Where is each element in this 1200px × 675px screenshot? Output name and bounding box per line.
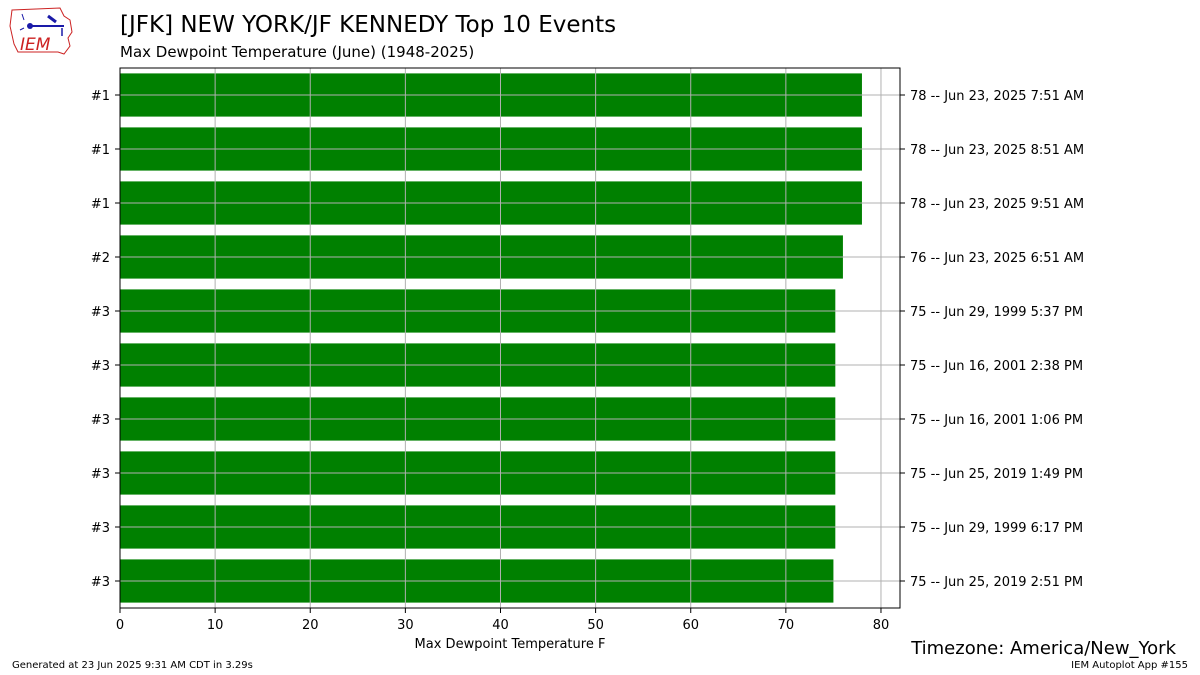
x-tick-label: 30 xyxy=(397,618,414,633)
event-label: 78 -- Jun 23, 2025 8:51 AM xyxy=(910,143,1084,158)
app-credit: IEM Autoplot App #155 xyxy=(1071,660,1188,671)
x-axis-title: Max Dewpoint Temperature F xyxy=(415,637,606,652)
x-tick-label: 50 xyxy=(587,618,604,633)
generated-note: Generated at 23 Jun 2025 9:31 AM CDT in … xyxy=(12,660,253,671)
x-tick-label: 0 xyxy=(116,618,124,633)
event-label: 75 -- Jun 25, 2019 1:49 PM xyxy=(910,467,1083,482)
rank-label: #3 xyxy=(91,413,110,428)
rank-label: #3 xyxy=(91,575,110,590)
event-label: 75 -- Jun 29, 1999 5:37 PM xyxy=(910,305,1083,320)
x-tick-label: 10 xyxy=(207,618,224,633)
event-label: 78 -- Jun 23, 2025 9:51 AM xyxy=(910,197,1084,212)
rank-label: #2 xyxy=(91,251,110,266)
x-tick-label: 70 xyxy=(778,618,795,633)
rank-label: #1 xyxy=(91,197,110,212)
event-label: 75 -- Jun 25, 2019 2:51 PM xyxy=(910,575,1083,590)
logo-text: IEM xyxy=(20,35,51,55)
event-label: 75 -- Jun 29, 1999 6:17 PM xyxy=(910,521,1083,536)
event-label: 75 -- Jun 16, 2001 1:06 PM xyxy=(910,413,1083,428)
event-label: 76 -- Jun 23, 2025 6:51 AM xyxy=(910,251,1084,266)
x-tick-label: 60 xyxy=(682,618,699,633)
chart-subtitle: Max Dewpoint Temperature (June) (1948-20… xyxy=(120,43,475,61)
event-label: 78 -- Jun 23, 2025 7:51 AM xyxy=(910,89,1084,104)
timezone-label: Timezone: America/New_York xyxy=(911,638,1176,659)
x-tick-label: 20 xyxy=(302,618,319,633)
rank-label: #3 xyxy=(91,521,110,536)
rank-label: #3 xyxy=(91,467,110,482)
event-label: 75 -- Jun 16, 2001 2:38 PM xyxy=(910,359,1083,374)
chart-title: [JFK] NEW YORK/JF KENNEDY Top 10 Events xyxy=(120,12,617,38)
rank-label: #3 xyxy=(91,359,110,374)
plot-frame xyxy=(119,67,901,609)
rank-label: #1 xyxy=(91,89,110,104)
x-tick-label: 80 xyxy=(873,618,890,633)
rank-label: #3 xyxy=(91,305,110,320)
rank-label: #1 xyxy=(91,143,110,158)
iem-logo: IEM xyxy=(9,7,73,55)
x-tick-label: 40 xyxy=(492,618,509,633)
